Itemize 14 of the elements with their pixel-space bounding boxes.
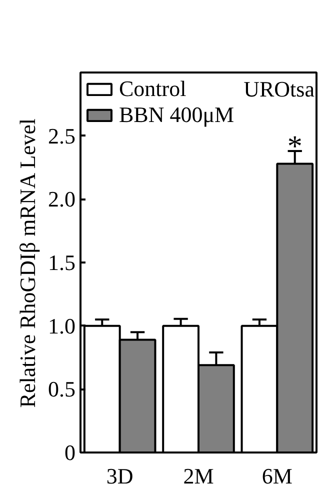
y-tick-label: 0 xyxy=(64,440,76,465)
y-tick-label: 2.5 xyxy=(48,123,76,148)
annotation: UROtsa xyxy=(244,76,315,102)
y-axis-title: Relative RhoGDIβ mRNA Level xyxy=(15,118,40,408)
legend-label: BBN 400μM xyxy=(119,102,234,128)
annotation: * xyxy=(287,130,302,164)
y-tick-label: 1.0 xyxy=(48,313,76,338)
y-tick-label: 0.5 xyxy=(48,376,76,402)
x-tick-label: 6M xyxy=(262,464,292,488)
x-tick-label: 3D xyxy=(106,464,134,488)
y-tick-label: 1.5 xyxy=(48,250,76,275)
legend-label: Control xyxy=(119,76,186,102)
x-tick-label: 2M xyxy=(183,464,214,488)
y-tick-label: 2.0 xyxy=(48,186,76,212)
